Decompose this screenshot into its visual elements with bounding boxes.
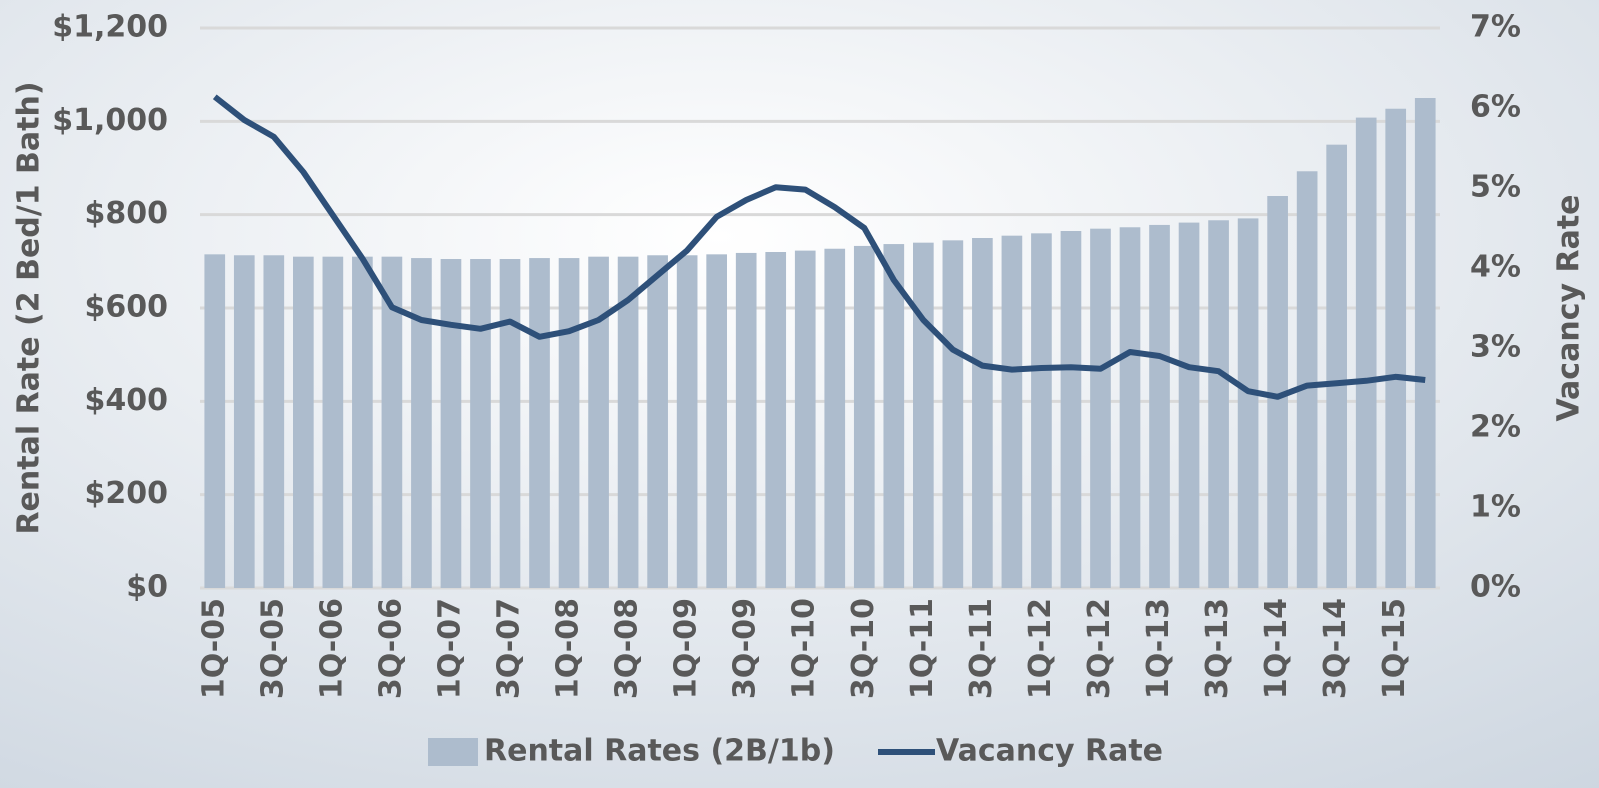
bar — [735, 252, 757, 588]
bar — [470, 259, 491, 588]
x-tick-label: 1Q-11 — [905, 598, 940, 699]
y2-tick-label: 0% — [1470, 570, 1521, 605]
bar — [1355, 117, 1377, 588]
bar — [883, 244, 905, 589]
bar — [913, 242, 934, 588]
bar — [853, 245, 875, 588]
bar — [647, 255, 668, 588]
y-tick-label: $200 — [85, 476, 169, 511]
y-axis-title: Rental Rate (2 Bed/1 Bath) — [12, 81, 47, 534]
x-tick-label: 3Q-08 — [610, 598, 645, 699]
y2-tick-label: 6% — [1470, 90, 1521, 125]
bar — [352, 256, 373, 588]
y-tick-label: $1,000 — [52, 103, 168, 138]
x-tick-label: 3Q-14 — [1318, 598, 1353, 699]
bar — [765, 252, 787, 588]
x-tick-label: 1Q-09 — [669, 598, 704, 699]
bar — [440, 259, 462, 588]
line — [212, 94, 1426, 400]
bar — [1385, 108, 1407, 588]
bar — [1326, 144, 1347, 588]
bar — [1267, 196, 1288, 588]
bar — [293, 256, 314, 588]
y2-axis-title: Vacancy Rate — [1552, 194, 1587, 421]
bar — [676, 255, 698, 588]
x-tick-label: 1Q-07 — [432, 598, 467, 699]
legend-label: Rental Rates (2B/1b) — [484, 734, 835, 769]
x-tick-label: 3Q-05 — [255, 598, 290, 699]
x-tick-label: 1Q-15 — [1377, 598, 1412, 699]
bar — [411, 258, 432, 588]
x-tick-label: 1Q-12 — [1023, 598, 1058, 699]
bar — [1296, 171, 1318, 588]
bar — [233, 255, 255, 588]
bar — [1208, 220, 1229, 588]
y2-tick-label: 2% — [1470, 410, 1521, 445]
bar — [617, 256, 639, 588]
bar — [942, 240, 964, 589]
bar — [558, 258, 580, 588]
bar — [1237, 218, 1259, 588]
x-tick-label: 1Q-14 — [1259, 598, 1294, 699]
bar — [1119, 227, 1141, 588]
y-tick-label: $1,200 — [52, 10, 168, 45]
legend-label: Vacancy Rate — [936, 734, 1163, 769]
y-tick-label: $600 — [85, 290, 169, 325]
bar — [794, 250, 816, 588]
x-tick-label: 1Q-06 — [314, 598, 349, 699]
x-tick-label: 1Q-10 — [787, 598, 822, 699]
bar — [1149, 224, 1170, 588]
y2-tick-label: 3% — [1470, 330, 1521, 365]
x-tick-label: 1Q-13 — [1141, 598, 1176, 699]
bar — [1031, 233, 1052, 589]
bar — [263, 255, 285, 588]
bar — [1414, 98, 1436, 588]
bar — [499, 259, 521, 588]
x-tick-label: 3Q-06 — [373, 598, 408, 699]
x-tick-label: 3Q-10 — [846, 598, 881, 699]
bar — [1178, 222, 1200, 588]
x-tick-label: 3Q-07 — [492, 598, 527, 699]
y-tick-label: $800 — [85, 196, 169, 231]
bar — [529, 258, 550, 588]
y2-tick-label: 7% — [1470, 10, 1521, 45]
bar — [1001, 235, 1023, 588]
y-tick-label: $0 — [126, 570, 168, 605]
y-tick-label: $400 — [85, 383, 169, 418]
x-tick-label: 1Q-08 — [551, 598, 586, 699]
bar — [972, 238, 993, 588]
legend-swatch — [428, 738, 478, 766]
x-tick-label: 3Q-13 — [1200, 598, 1235, 699]
x-tick-label: 1Q-05 — [196, 598, 231, 699]
bar — [706, 254, 727, 589]
x-tick-label: 3Q-12 — [1082, 598, 1117, 699]
y2-tick-label: 5% — [1470, 170, 1521, 205]
bar — [1090, 228, 1111, 588]
y2-tick-label: 1% — [1470, 490, 1521, 525]
bar — [204, 254, 226, 589]
x-tick-label: 3Q-09 — [728, 598, 763, 699]
y2-tick-label: 4% — [1470, 250, 1521, 285]
bar — [381, 256, 403, 588]
bar — [1060, 231, 1082, 588]
bar — [824, 248, 846, 588]
x-tick-label: 3Q-11 — [964, 598, 999, 699]
bar — [588, 256, 609, 588]
bar — [322, 256, 344, 588]
